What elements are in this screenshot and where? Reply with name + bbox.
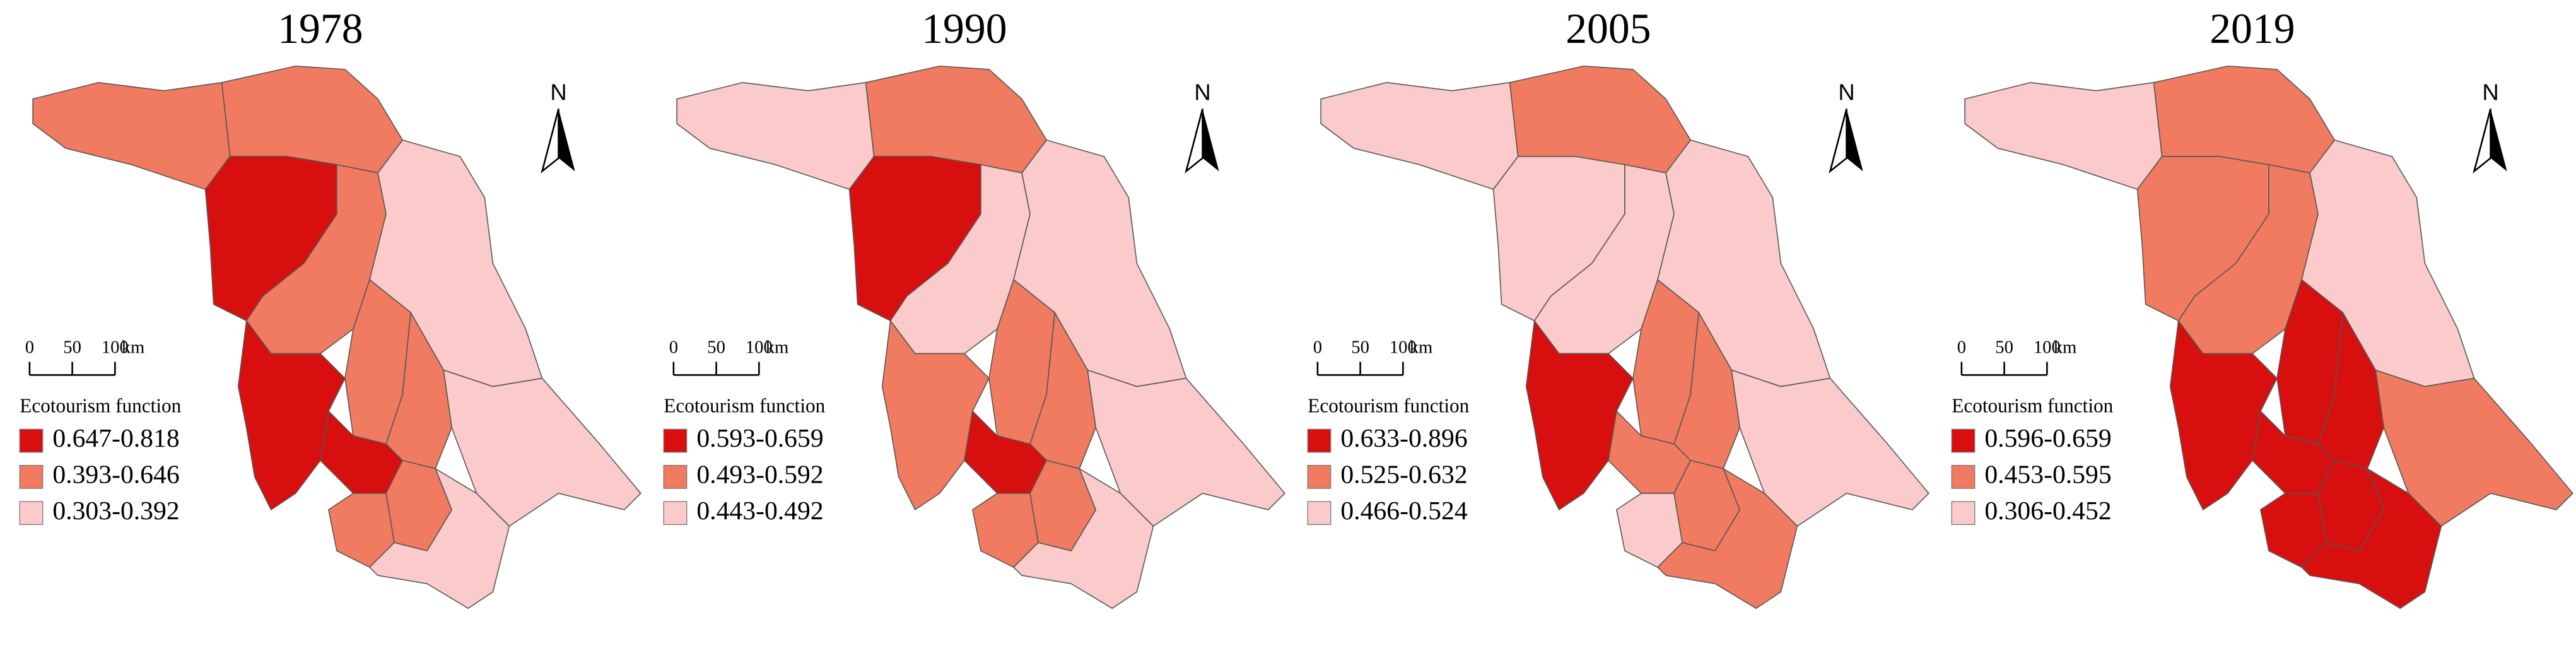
panel-title: 2019 [2210, 5, 2295, 52]
scale-label: 0 [1313, 337, 1322, 357]
scale-label: 0 [669, 337, 678, 357]
scale-label: 0 [25, 337, 34, 357]
scale-label: 50 [1351, 337, 1369, 357]
north-arrow-right [1202, 109, 1219, 172]
legend-label: 0.493-0.592 [696, 460, 823, 489]
legend-swatch [19, 428, 44, 453]
legend-swatch [19, 465, 44, 489]
scale-label: 0 [1957, 337, 1966, 357]
scale-unit: km [2054, 337, 2077, 357]
scale-label: 50 [1995, 337, 2013, 357]
region [32, 81, 231, 191]
scale-label: 100 [1390, 337, 1417, 357]
legend-title: Ecotourism function [664, 395, 825, 417]
legend-swatch [663, 428, 688, 453]
region [1320, 81, 1519, 191]
panel-title: 1978 [278, 5, 363, 52]
north-label: N [1194, 79, 1210, 105]
region [368, 467, 510, 609]
north-arrow-left [2473, 109, 2491, 173]
panel-title: 2005 [1566, 5, 1651, 52]
region [2375, 369, 2573, 527]
north-label: N [550, 79, 566, 105]
legend-title: Ecotourism function [1308, 395, 1469, 417]
legend-swatch [1951, 428, 1976, 453]
legend-swatch [663, 501, 688, 526]
legend-label: 0.453-0.595 [1984, 460, 2111, 489]
legend-label: 0.393-0.646 [52, 460, 179, 489]
legend-swatch [1307, 428, 1332, 453]
region [1964, 81, 2163, 191]
north-arrow-left [541, 109, 559, 173]
legend-swatch [1951, 465, 1976, 489]
north-label: N [1838, 79, 1854, 105]
region [1656, 467, 1798, 609]
north-arrow-left [1185, 109, 1203, 173]
legend-label: 0.525-0.632 [1340, 460, 1467, 489]
legend-title: Ecotourism function [1952, 395, 2113, 417]
north-arrow-right [2490, 109, 2507, 172]
legend-title: Ecotourism function [20, 395, 181, 417]
scale-label: 50 [63, 337, 81, 357]
legend-label: 0.596-0.659 [1984, 424, 2111, 453]
scale-unit: km [766, 337, 789, 357]
legend-label: 0.443-0.492 [696, 496, 823, 526]
panel-title: 1990 [922, 5, 1007, 52]
north-arrow-left [1829, 109, 1847, 173]
north-label: N [2482, 79, 2498, 105]
north-arrow-right [558, 109, 575, 172]
legend-swatch [1307, 465, 1332, 489]
legend-label: 0.306-0.452 [1984, 496, 2111, 526]
scale-unit: km [122, 337, 145, 357]
region [1087, 369, 1285, 527]
legend-label: 0.593-0.659 [696, 424, 823, 453]
legend-label: 0.466-0.524 [1340, 496, 1467, 526]
region [2300, 467, 2442, 609]
legend-label: 0.303-0.392 [52, 496, 179, 526]
region [1731, 369, 1929, 527]
scale-label: 50 [707, 337, 725, 357]
legend-label: 0.633-0.896 [1340, 424, 1467, 453]
scale-unit: km [1410, 337, 1433, 357]
legend-swatch [1307, 501, 1332, 526]
legend-swatch [19, 501, 44, 526]
north-arrow-right [1846, 109, 1863, 172]
legend-swatch [663, 465, 688, 489]
legend-label: 0.647-0.818 [52, 424, 179, 453]
region [443, 369, 641, 527]
scale-label: 100 [2034, 337, 2061, 357]
scale-label: 100 [102, 337, 129, 357]
legend-swatch [1951, 501, 1976, 526]
region [676, 81, 875, 191]
region [1012, 467, 1154, 609]
scale-label: 100 [746, 337, 773, 357]
